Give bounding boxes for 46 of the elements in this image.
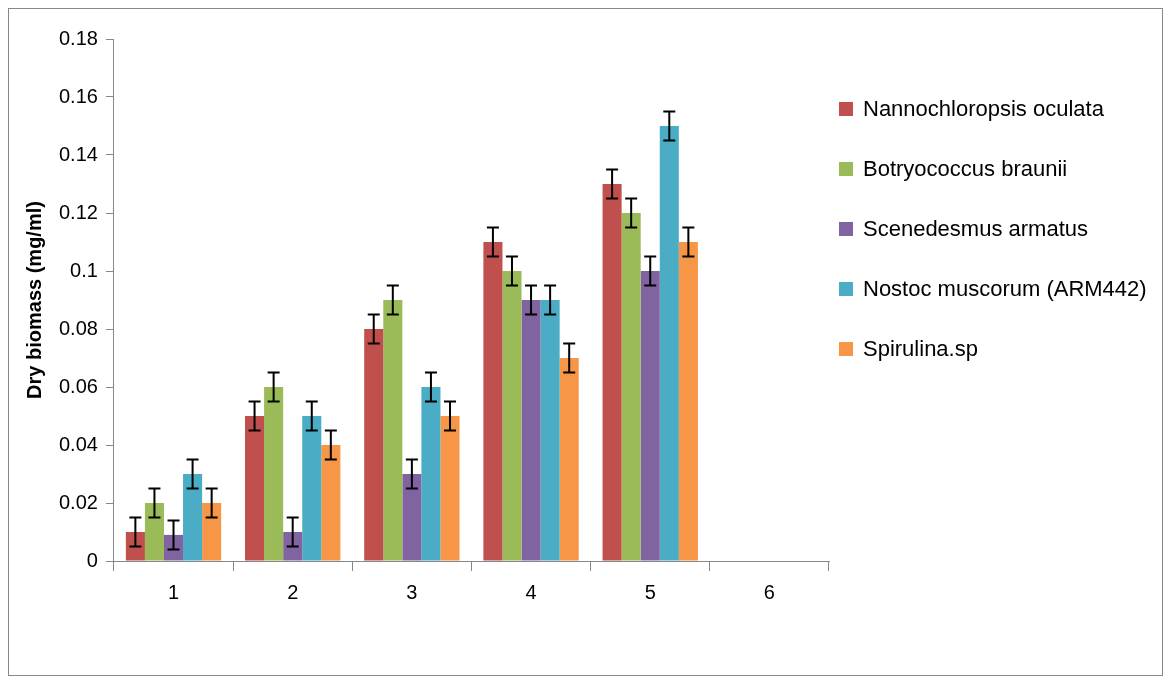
legend-label: Scenedesmus armatus bbox=[863, 215, 1089, 243]
legend-label: Nannochloropsis oculata bbox=[863, 95, 1105, 123]
bar bbox=[421, 387, 441, 561]
bar bbox=[540, 300, 560, 561]
bar bbox=[678, 242, 698, 561]
bar bbox=[321, 445, 341, 561]
bar bbox=[264, 387, 284, 561]
bar bbox=[202, 503, 222, 561]
bar bbox=[383, 300, 403, 561]
bar bbox=[659, 126, 679, 561]
x-tick-label: 6 bbox=[763, 580, 775, 603]
bar bbox=[125, 532, 145, 561]
x-tick-label: 4 bbox=[525, 580, 537, 603]
bar bbox=[364, 329, 384, 561]
y-tick-label: 0.06 bbox=[58, 374, 98, 397]
y-axis-title: Dry biomass (mg/ml) bbox=[22, 201, 45, 399]
bar bbox=[183, 474, 203, 561]
y-tick-label: 0.04 bbox=[58, 432, 98, 455]
bar bbox=[502, 271, 522, 561]
bar bbox=[483, 242, 503, 561]
y-tick-label: 0.18 bbox=[58, 26, 98, 49]
y-tick-label: 0.08 bbox=[58, 316, 98, 339]
bar bbox=[144, 503, 164, 561]
bar bbox=[602, 184, 622, 561]
x-tick-label: 1 bbox=[167, 580, 180, 603]
y-tick-label: 0.1 bbox=[70, 258, 98, 281]
bar bbox=[302, 416, 322, 561]
bar bbox=[521, 300, 541, 561]
bar bbox=[283, 532, 303, 561]
y-tick-label: 0 bbox=[86, 548, 98, 571]
legend-label: Botryococcus braunii bbox=[863, 155, 1069, 183]
bar bbox=[559, 358, 579, 561]
bar bbox=[621, 213, 641, 561]
x-tick-label: 5 bbox=[644, 580, 656, 603]
legend-label: Spirulina.sp bbox=[863, 335, 979, 363]
bar bbox=[402, 474, 422, 561]
y-tick-label: 0.12 bbox=[58, 200, 98, 223]
bar bbox=[245, 416, 265, 561]
x-tick-label: 3 bbox=[406, 580, 418, 603]
y-tick-label: 0.02 bbox=[58, 490, 98, 513]
bar bbox=[640, 271, 660, 561]
y-tick-label: 0.14 bbox=[58, 142, 98, 165]
legend-label: Nostoc muscorum (ARM442) bbox=[863, 275, 1148, 303]
y-tick-label: 0.16 bbox=[58, 84, 98, 107]
x-tick-label: 2 bbox=[287, 580, 299, 603]
bar bbox=[440, 416, 460, 561]
